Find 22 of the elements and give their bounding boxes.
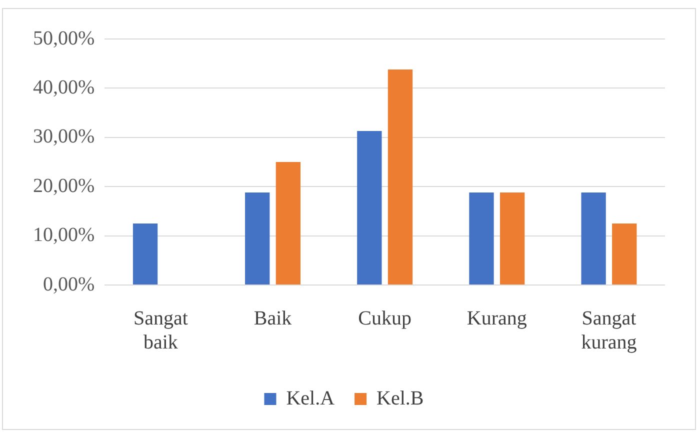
bar [469, 192, 494, 284]
x-tick-label: Cukup [358, 307, 412, 330]
bar [245, 192, 270, 284]
bar [276, 162, 300, 284]
legend-label: Kel.A [286, 387, 336, 410]
y-tick-label: 10,00% [32, 224, 95, 246]
y-tick-label: 20,00% [32, 174, 95, 197]
x-tick-label: Baik [254, 307, 292, 330]
x-tick-label: Kurang [466, 307, 527, 330]
y-tick-label: 40,00% [32, 76, 95, 98]
bar [132, 224, 158, 284]
bar [357, 131, 382, 284]
legend-label: Kel.B [376, 387, 424, 410]
bar [581, 192, 606, 284]
y-tick-label: 30,00% [32, 126, 95, 148]
bar [612, 224, 637, 284]
y-tick-label: 50,00% [32, 27, 95, 50]
y-tick-label: 0,00% [42, 273, 95, 296]
bar [388, 70, 413, 284]
x-tick-label: Sangat kurang [581, 307, 637, 354]
bar [500, 192, 525, 284]
x-tick-label: Sangat baik [133, 307, 188, 354]
